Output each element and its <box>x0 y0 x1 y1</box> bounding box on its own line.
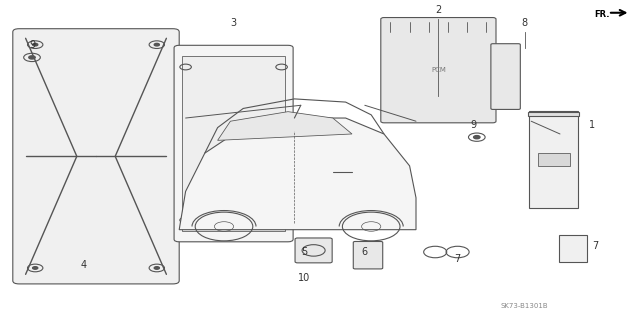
Text: 4: 4 <box>80 260 86 270</box>
Bar <box>528 112 579 116</box>
Circle shape <box>33 267 38 269</box>
FancyBboxPatch shape <box>174 45 293 242</box>
Polygon shape <box>218 112 352 140</box>
Text: PCM: PCM <box>431 67 446 73</box>
Text: 9: 9 <box>470 120 477 130</box>
FancyBboxPatch shape <box>529 111 578 208</box>
Text: 10: 10 <box>298 273 310 283</box>
FancyBboxPatch shape <box>295 238 332 263</box>
Text: 2: 2 <box>435 5 442 15</box>
Text: SK73-B1301B: SK73-B1301B <box>501 303 548 309</box>
Text: 1: 1 <box>589 120 595 130</box>
Text: 7: 7 <box>592 241 598 251</box>
Circle shape <box>474 136 480 139</box>
Text: 6: 6 <box>362 247 368 257</box>
FancyBboxPatch shape <box>491 44 520 109</box>
Circle shape <box>29 56 35 59</box>
Circle shape <box>154 267 159 269</box>
FancyBboxPatch shape <box>13 29 179 284</box>
FancyBboxPatch shape <box>559 235 587 262</box>
Circle shape <box>33 43 38 46</box>
Text: 5: 5 <box>301 247 307 257</box>
Bar <box>538 153 570 166</box>
Text: 9: 9 <box>29 40 35 50</box>
FancyBboxPatch shape <box>353 241 383 269</box>
Text: 8: 8 <box>522 18 528 27</box>
Polygon shape <box>179 118 416 230</box>
Text: 3: 3 <box>230 18 237 27</box>
Text: 7: 7 <box>454 254 461 263</box>
FancyBboxPatch shape <box>182 56 285 231</box>
Circle shape <box>154 43 159 46</box>
FancyBboxPatch shape <box>381 18 496 123</box>
Text: FR.: FR. <box>595 10 610 19</box>
